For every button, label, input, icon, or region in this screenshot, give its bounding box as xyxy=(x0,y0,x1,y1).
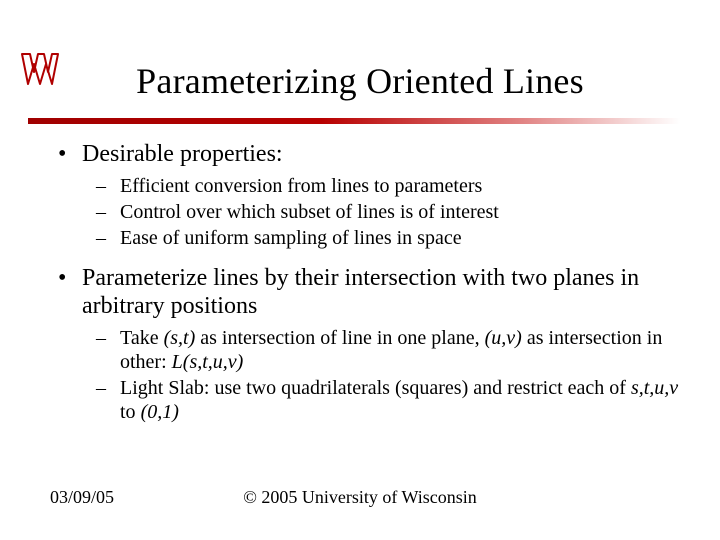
bullet-item: • Desirable properties: xyxy=(58,140,680,168)
sub-bullet-item: – Efficient conversion from lines to par… xyxy=(96,174,680,198)
sub-bullet-marker: – xyxy=(96,200,120,224)
sub-bullet-text: Light Slab: use two quadrilaterals (squa… xyxy=(120,376,680,424)
italic-run: s,t,u,v xyxy=(631,377,678,399)
sub-bullet-marker: – xyxy=(96,326,120,350)
sub-bullet-text: Control over which subset of lines is of… xyxy=(120,200,499,224)
sub-list: – Take (s,t) as intersection of line in … xyxy=(96,326,680,424)
text-run: Light Slab: use two quadrilaterals (squa… xyxy=(120,377,631,399)
slide-content: • Desirable properties: – Efficient conv… xyxy=(58,140,680,438)
footer-copyright: © 2005 University of Wisconsin xyxy=(0,487,720,508)
sub-bullet-item: – Take (s,t) as intersection of line in … xyxy=(96,326,680,374)
bullet-marker: • xyxy=(58,140,82,168)
italic-run: (s,t) xyxy=(164,327,196,349)
title-divider xyxy=(28,118,680,124)
bullet-text: Desirable properties: xyxy=(82,140,283,168)
sub-bullet-marker: – xyxy=(96,376,120,400)
text-run: as intersection of line in one plane, xyxy=(195,327,484,349)
bullet-marker: • xyxy=(58,264,82,292)
italic-run: (u,v) xyxy=(485,327,522,349)
bullet-item: • Parameterize lines by their intersecti… xyxy=(58,264,680,320)
sub-bullet-text: Take (s,t) as intersection of line in on… xyxy=(120,326,680,374)
sub-bullet-item: – Ease of uniform sampling of lines in s… xyxy=(96,226,680,250)
sub-bullet-item: – Light Slab: use two quadrilaterals (sq… xyxy=(96,376,680,424)
italic-run: L(s,t,u,v) xyxy=(172,351,244,373)
sub-bullet-marker: – xyxy=(96,226,120,250)
slide-title: Parameterizing Oriented Lines xyxy=(0,60,720,102)
text-run: to xyxy=(120,401,141,423)
sub-bullet-text: Ease of uniform sampling of lines in spa… xyxy=(120,226,462,250)
italic-run: (0,1) xyxy=(141,401,179,423)
text-run: Take xyxy=(120,327,164,349)
sub-bullet-marker: – xyxy=(96,174,120,198)
bullet-text: Parameterize lines by their intersection… xyxy=(82,264,680,320)
sub-list: – Efficient conversion from lines to par… xyxy=(96,174,680,250)
sub-bullet-text: Efficient conversion from lines to param… xyxy=(120,174,482,198)
slide-container: Parameterizing Oriented Lines • Desirabl… xyxy=(0,0,720,540)
sub-bullet-item: – Control over which subset of lines is … xyxy=(96,200,680,224)
